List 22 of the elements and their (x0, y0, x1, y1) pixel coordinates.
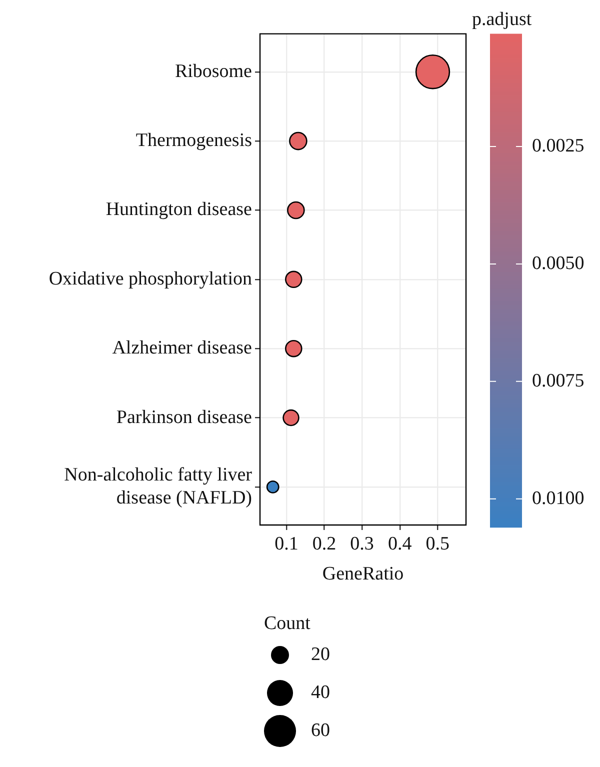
legend-label: 40 (311, 682, 330, 704)
legend-label: 20 (311, 644, 330, 666)
y-tick-label: Thermogenesis (136, 130, 252, 152)
color-bar-label: 0.0100 (532, 488, 584, 509)
y-tick-label: Huntington disease (106, 199, 252, 220)
x-tick-label: 0.3 (350, 533, 374, 554)
x-tick-label: 0.5 (426, 533, 450, 554)
legend-label: 60 (311, 720, 330, 742)
x-tick-label: 0.1 (274, 533, 298, 554)
y-tick-label: Ribosome (174, 60, 252, 82)
legend-title: Count (264, 612, 312, 636)
color-bar-label: 0.0050 (532, 252, 584, 274)
x-tick-label: 0.2 (312, 533, 336, 554)
color-bar-label: 0.0075 (532, 370, 584, 392)
color-bar-label: 0.0025 (532, 136, 584, 157)
y-tick-label: Oxidative phosphorylation (48, 268, 252, 290)
x-tick-label: 0.4 (388, 533, 412, 554)
y-tick-label: Non-alcoholic fatty liver disease (NAFLD) (64, 464, 253, 508)
y-tick-label: Alzheimer disease (112, 338, 252, 359)
color-bar-title: p.adjust (472, 8, 532, 30)
x-axis-title: GeneRatio (322, 564, 404, 585)
y-tick-label: Parkinson disease (116, 406, 252, 428)
